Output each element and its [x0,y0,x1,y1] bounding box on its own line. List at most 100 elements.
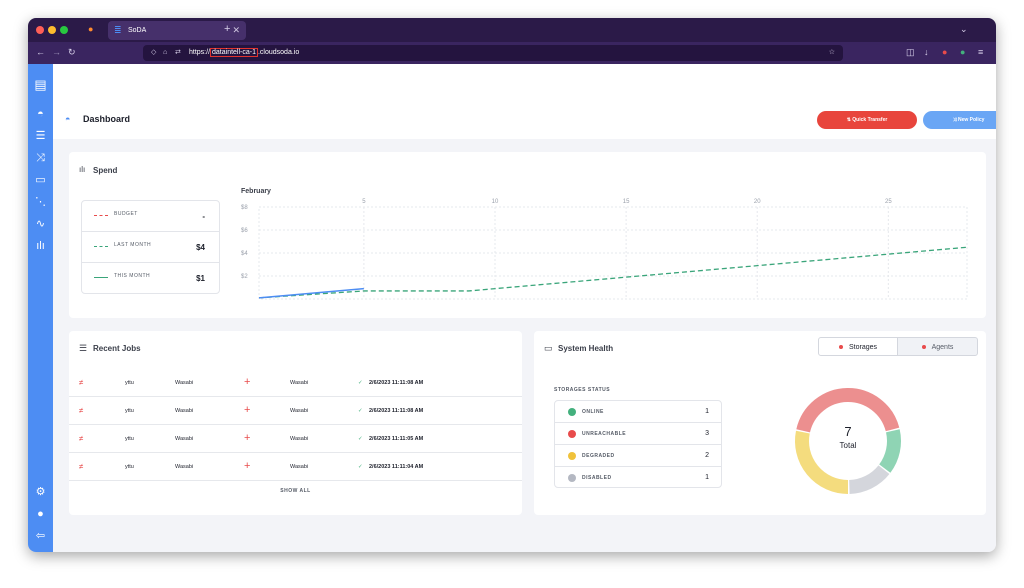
x-tick-label: 5 [362,199,366,205]
transfer-shuffle-icon[interactable]: ⤨ [36,152,45,164]
pocket-icon[interactable]: ◫ [906,47,915,57]
reload-icon[interactable]: ↻ [68,47,76,57]
tab-agents[interactable]: Agents [897,337,978,356]
job-name: yttu [125,464,134,470]
table-row[interactable]: ≠ yttu Wasabi + Wasabi ✓ 2/6/2023 11:11:08 AM [69,369,522,397]
status-unreachable: UNREACHABLE 3 [555,423,721,445]
menu-icon[interactable]: ≡ [978,47,984,57]
extension-red-icon[interactable]: ● [942,47,948,57]
settings-gear-icon[interactable]: ⚙ [35,486,46,498]
recent-jobs-title: Recent Jobs [93,344,141,353]
status-online: ONLINE 1 [555,401,721,423]
status-label: UNREACHABLE [582,431,627,437]
table-row[interactable]: ≠ yttu Wasabi + Wasabi ✓ 2/6/2023 11:11:08 AM [69,397,522,425]
database-logo-icon[interactable]: ▤ [34,77,47,92]
job-name: yttu [125,408,134,414]
jobs-list-icon[interactable]: ☰ [35,130,46,142]
donut-segment-disabled [848,465,890,494]
storage-icon: ▭ [544,343,553,353]
legend-label: BUDGET [114,211,138,217]
table-row[interactable]: ≠ yttu Wasabi + Wasabi ✓ 2/6/2023 11:11:05 AM [69,425,522,453]
status-label: DEGRADED [582,453,615,459]
firefox-view-icon[interactable]: ● [88,24,94,34]
forward-icon[interactable]: → [52,47,61,57]
tab-bar: ● ≣ SoDA ✕ + ⌄ [28,18,996,42]
reports-bar-icon[interactable]: ılı [36,240,45,252]
legend-this-month: THIS MONTH $1 [82,263,219,294]
close-tab-icon[interactable]: ✕ [232,25,240,35]
x-tick-label: 10 [492,199,499,205]
series-line-this-month [258,287,364,299]
job-source: Wasabi [175,436,194,442]
logout-icon[interactable]: ⇦ [35,530,46,542]
download-icon[interactable]: ↓ [924,47,929,57]
plus-icon: + [244,432,251,444]
check-icon: ✓ [358,436,363,442]
extension-green-icon[interactable]: ● [960,47,966,57]
user-icon[interactable]: ● [37,508,44,520]
online-dot-icon [568,408,576,416]
spend-title: Spend [93,166,118,175]
spend-chart-icon: ılı [79,165,86,174]
degraded-dot-icon [568,452,576,460]
job-name: yttu [125,436,134,442]
back-icon[interactable]: ← [36,47,45,57]
status-count: 2 [705,452,709,459]
y-tick-label: $8 [241,205,248,211]
series-line-last-month [258,246,968,299]
budget-line-swatch [94,215,108,216]
legend-value: - [202,212,205,221]
browser-window: ● ≣ SoDA ✕ + ⌄ ← → ↻ ◇ ⌂ ⇄ https://datai… [28,18,996,552]
activity-pulse-icon[interactable]: ∿ [35,218,46,230]
job-target: Wasabi [290,380,309,386]
tab-list-icon[interactable]: ⌄ [960,24,968,34]
status-count: 1 [705,408,709,415]
dashboard-gauge-icon[interactable]: ◓ [37,108,44,120]
donut-segment-unreachable [796,388,900,433]
job-target: Wasabi [290,408,309,414]
job-source: Wasabi [175,408,194,414]
network-nodes-icon[interactable]: ⋱ [35,196,46,208]
legend-last-month: LAST MONTH $4 [82,232,219,263]
lock-icon: ⌂ [163,49,168,56]
plus-icon: + [244,376,251,388]
quick-transfer-button[interactable]: ⇅ Quick Transfer [817,111,917,129]
system-health-card: ▭ System Health Storages Agents STORAGES… [534,331,986,515]
table-row[interactable]: ≠ yttu Wasabi + Wasabi ✓ 2/6/2023 11:11:04 AM [69,453,522,481]
last-month-line-swatch [94,246,108,247]
tab-title: SoDA [128,27,147,34]
permissions-icon: ⇄ [175,49,181,56]
close-window-button[interactable] [36,26,44,34]
storages-status-list: ONLINE 1 UNREACHABLE 3 DEGRADED 2 DISABL… [554,400,722,488]
browser-tab[interactable]: ≣ SoDA ✕ [108,21,246,40]
minimize-window-button[interactable] [48,26,56,34]
maximize-window-button[interactable] [60,26,68,34]
not-equal-icon: ≠ [79,406,84,415]
new-policy-button[interactable]: ⤨ New Policy [923,111,996,129]
job-target: Wasabi [290,464,309,470]
y-tick-label: $6 [241,228,248,234]
legend-value: $4 [196,243,205,252]
job-source: Wasabi [175,464,194,470]
storages-donut-chart [795,388,901,494]
bookmark-star-icon[interactable]: ☆ [828,49,835,56]
donut-segment-degraded [795,430,849,494]
legend-label: LAST MONTH [114,242,152,248]
new-tab-icon[interactable]: + [224,23,231,35]
status-count: 1 [705,474,709,481]
shuffle-icon: ⤨ [952,117,958,123]
main-content: ◓ Dashboard ⇅ Quick Transfer ⤨ New Polic… [53,64,996,552]
job-target: Wasabi [290,436,309,442]
job-time: 2/6/2023 11:11:08 AM [369,380,424,386]
storage-icon[interactable]: ▭ [35,174,46,186]
status-degraded: DEGRADED 2 [555,445,721,467]
legend-budget: BUDGET - [82,201,219,232]
address-bar[interactable]: ◇ ⌂ ⇄ https://dataintell-ca-1 .cloudsoda.… [143,45,843,61]
legend-label: THIS MONTH [114,273,151,279]
disabled-dot-icon [568,474,576,482]
tab-storages[interactable]: Storages [818,337,898,356]
show-all-link[interactable]: SHOW ALL [280,488,311,494]
y-tick-label: $4 [241,251,248,257]
x-tick-label: 25 [885,199,892,205]
job-time: 2/6/2023 11:11:08 AM [369,408,424,414]
